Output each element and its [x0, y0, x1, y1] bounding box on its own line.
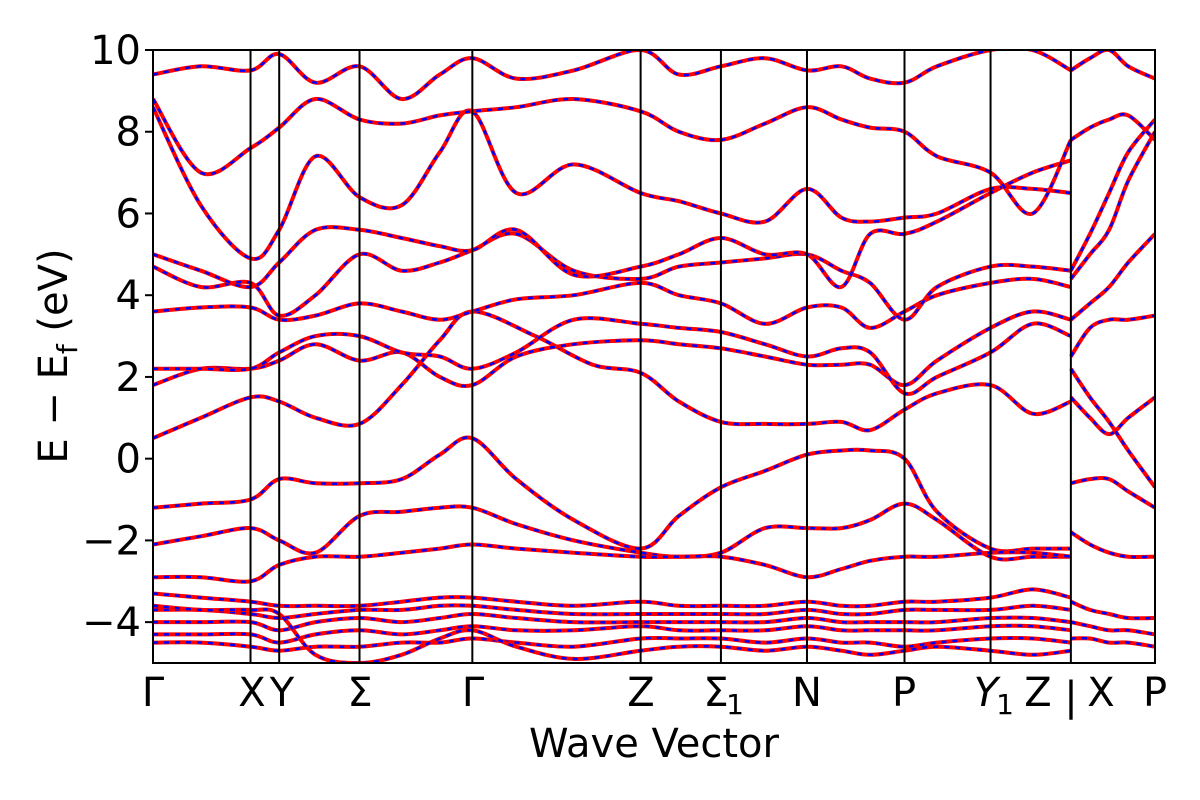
x-axis: Γ X Y Σ Γ Z Σ 1 N P Y 1 Z | X P [142, 670, 1167, 721]
band-line-b [1069, 368, 1155, 489]
x-tick-label: Σ [347, 670, 372, 716]
x-tick-label: Σ [703, 670, 728, 716]
y-tick-label: 6 [116, 191, 141, 237]
band-line-b [153, 106, 1072, 261]
band-line-b [153, 624, 1072, 644]
x-tick-label: Z [1024, 670, 1051, 716]
y-axis-title-sub: f [51, 343, 84, 354]
x-tick-label: P [1143, 670, 1167, 716]
band-line-b [1069, 131, 1155, 280]
x-tick-label: X [238, 670, 265, 716]
band-line-b [1070, 113, 1155, 141]
band-line-b [1069, 314, 1155, 358]
x-tick-label: Γ [142, 670, 165, 716]
band-line-b [1070, 531, 1155, 559]
x-tick-subscript: 1 [996, 688, 1014, 721]
band-line-b [153, 588, 1072, 608]
band-line-b [1070, 476, 1155, 509]
band-line-b [153, 612, 1072, 632]
x-tick-label: P [892, 670, 916, 716]
y-axis-title-unit: (eV) [31, 248, 77, 344]
y-tick-label: 8 [116, 110, 141, 156]
band-line-b [153, 50, 1072, 101]
y-tick-label: 10 [90, 28, 141, 74]
y-tick-label: −4 [82, 600, 141, 646]
x-tick-label: Y [269, 670, 295, 716]
x-tick-subscript: 1 [726, 688, 744, 721]
band-line-b [153, 543, 1072, 583]
band-line-b [1069, 396, 1155, 436]
y-tick-label: 0 [116, 437, 141, 483]
band-line-b [153, 604, 1072, 620]
plot-frame [152, 49, 1156, 664]
band-line-b [1070, 636, 1155, 648]
band-line-b [1070, 50, 1155, 80]
x-axis-title: Wave Vector [529, 721, 780, 767]
band-line-b [153, 436, 1071, 553]
band-line-b [153, 502, 1071, 561]
x-tick-label: | [1064, 674, 1077, 720]
band-line-b [153, 636, 1072, 652]
y-axis-title: E − Ef (eV) [31, 248, 84, 463]
y-tick-label: 2 [116, 355, 141, 401]
y-tick-label: −2 [82, 518, 141, 564]
x-tick-label: Γ [462, 670, 485, 716]
x-tick-label: X [1087, 670, 1114, 716]
band-line-b [1070, 600, 1155, 620]
band-line-b [1069, 118, 1155, 272]
y-tick-label: 4 [116, 273, 141, 319]
kpoint-lines [249, 50, 1072, 663]
band-line-a [1069, 232, 1155, 322]
band-line-b [1070, 620, 1155, 636]
x-tick-label: Z [627, 670, 654, 716]
x-tick-label: N [792, 670, 822, 716]
plot-background [153, 50, 1155, 663]
x-tick-label: Y [974, 670, 1002, 716]
y-axis-title-main: E − E [31, 354, 77, 464]
y-axis: −4 −2 0 2 4 6 8 10 [82, 28, 153, 646]
